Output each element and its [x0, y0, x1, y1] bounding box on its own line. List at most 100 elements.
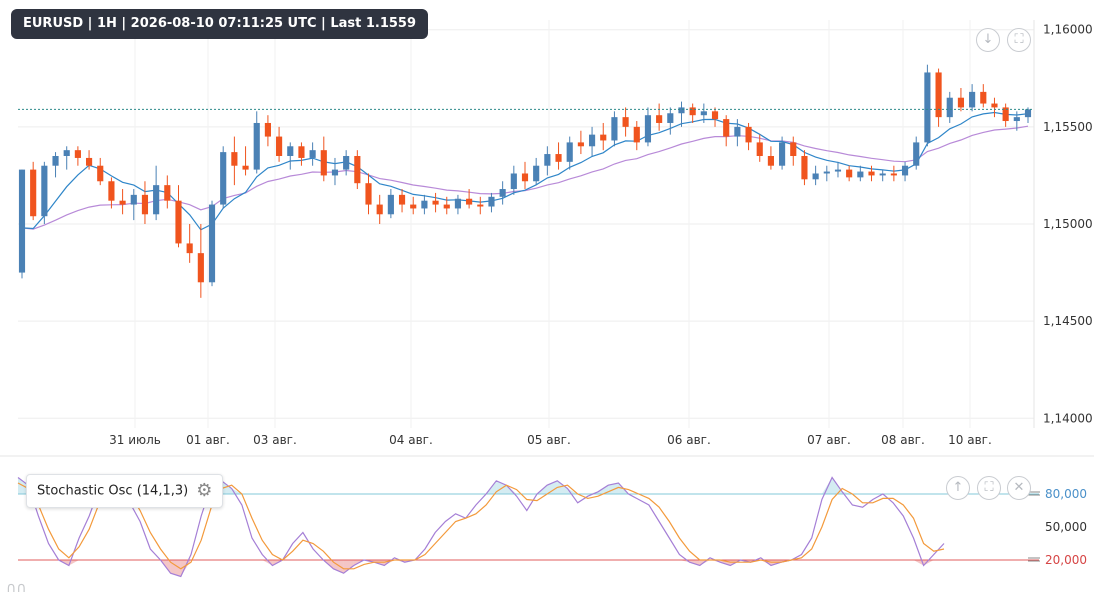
candle-body	[18, 169, 26, 273]
candle-body	[97, 165, 104, 182]
candle-body	[309, 150, 316, 158]
level-fill	[913, 560, 924, 566]
fullscreen-icon[interactable]: ⛶	[977, 476, 1001, 500]
candle-body	[1024, 109, 1032, 118]
candle-body	[644, 115, 652, 143]
candle-body	[499, 189, 506, 197]
indicator-label: Stochastic Osc (14,1,3)	[37, 483, 189, 499]
candle-body	[298, 146, 305, 158]
x-tick-label: 06 авг.	[667, 433, 711, 447]
candle-body	[600, 134, 607, 141]
candle-body	[63, 150, 70, 156]
gear-icon[interactable]: ⚙	[196, 480, 213, 501]
chart-title: EURUSD | 1H | 2026-08-10 07:11:25 UTC | …	[11, 9, 429, 39]
candle-body	[533, 165, 540, 182]
candle-body	[85, 157, 93, 166]
candle-body	[555, 154, 562, 162]
candle-body	[656, 115, 663, 123]
candle-body	[208, 204, 216, 283]
candle-body	[812, 173, 819, 180]
y-tick-label: 1,14500	[1043, 314, 1093, 328]
candle-body	[387, 194, 394, 215]
candle-body	[790, 142, 797, 156]
candle-body	[164, 185, 171, 201]
candle-body	[577, 142, 584, 147]
candle-body	[253, 122, 260, 170]
arrow-up-icon[interactable]: ↑	[946, 476, 970, 500]
candle-body	[913, 142, 920, 166]
download-icon[interactable]: ↓	[976, 28, 1000, 52]
candle-body	[410, 204, 417, 209]
candle-body	[365, 183, 372, 205]
candle-body	[119, 200, 126, 205]
x-tick-label: 01 авг.	[186, 433, 230, 447]
candle-body	[969, 91, 976, 108]
osc-tick-label: 80,000	[1045, 487, 1087, 501]
candle-body	[689, 107, 696, 116]
candle-body	[276, 136, 283, 156]
candle-body	[957, 97, 965, 108]
candle-body	[264, 122, 271, 137]
candle-body	[220, 152, 227, 205]
candle-body	[398, 194, 406, 205]
level-fill	[842, 491, 853, 494]
candle-body	[130, 194, 137, 205]
candle-body	[544, 154, 551, 166]
candle-body	[186, 243, 193, 254]
y-tick-label: 1,16000	[1043, 23, 1093, 37]
candle-body	[756, 142, 763, 156]
candle-body	[879, 173, 886, 176]
candle-body	[443, 204, 450, 209]
candle-body	[767, 156, 774, 166]
candle-body	[924, 72, 931, 143]
stoch-d-line	[17, 482, 945, 570]
x-tick-label: 08 авг.	[881, 433, 925, 447]
indicator-legend[interactable]: Stochastic Osc (14,1,3) ⚙	[26, 474, 224, 508]
level-fill	[343, 560, 354, 574]
candle-body	[890, 173, 897, 176]
candle-body	[745, 126, 752, 143]
candle-body	[343, 156, 350, 170]
candle-body	[376, 204, 383, 215]
candle-body	[74, 150, 81, 158]
y-tick-label: 1,15500	[1043, 120, 1093, 134]
candle-body	[30, 169, 37, 217]
candle-body	[510, 173, 517, 190]
candle-body	[723, 119, 730, 137]
y-tick-label: 1,14000	[1043, 411, 1093, 425]
candle-body	[454, 198, 462, 209]
candle-body	[320, 150, 327, 176]
fullscreen-icon[interactable]: ⛶	[1007, 28, 1031, 52]
level-fill	[68, 560, 80, 566]
candle-body	[566, 142, 573, 162]
candle-body	[801, 156, 808, 180]
level-fill	[547, 480, 558, 494]
x-tick-label: 07 авг.	[807, 433, 851, 447]
x-tick-label: 04 авг.	[389, 433, 433, 447]
candle-body	[678, 107, 685, 114]
candle-body	[488, 196, 495, 207]
candle-body	[1002, 107, 1009, 122]
candle-body	[734, 126, 741, 137]
close-icon[interactable]: ✕	[1007, 476, 1031, 500]
candle-body	[421, 200, 428, 209]
candle-body	[935, 72, 942, 118]
candle-body	[354, 156, 361, 184]
level-fill	[821, 477, 833, 494]
candle-body	[667, 113, 674, 123]
candle-body	[466, 198, 473, 205]
candle-body	[823, 171, 830, 174]
candle-body	[980, 91, 987, 104]
candle-body	[242, 165, 249, 170]
candle-body	[108, 181, 115, 201]
x-tick-label: 05 авг.	[527, 433, 571, 447]
candle-body	[991, 103, 998, 108]
x-tick-label: 31 июль	[109, 433, 161, 447]
candle-body	[846, 169, 853, 178]
y-tick-label: 1,15000	[1043, 217, 1093, 231]
candle-body	[331, 169, 339, 176]
candle-body	[52, 156, 59, 166]
candle-body	[153, 185, 160, 215]
candle-body	[521, 173, 529, 182]
